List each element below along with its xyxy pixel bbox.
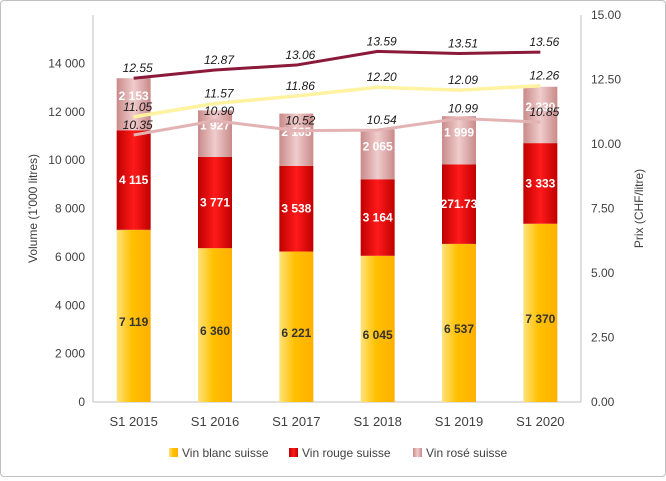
x-tick-label: S1 2016 [191,414,239,429]
bar-segment [279,113,314,166]
y-tick-label: 4 000 [55,298,85,312]
bar-segment [442,116,476,165]
price-data-label: 10.52 [285,114,315,128]
price-data-label: 12.55 [123,61,153,75]
bar-segment [442,164,476,244]
x-tick-label: S1 2015 [109,414,157,429]
bar-segment [360,129,395,180]
price-line [133,116,541,137]
price-data-label: 10.54 [367,113,397,127]
bar-segment [116,78,151,131]
legend-label: Vin rouge suisse [302,446,391,460]
bar-segment [198,156,232,249]
bar-data-label: 2 153 [119,89,149,103]
y2-axis-title: Prix (CHF/litre) [632,169,646,248]
legend-swatch [169,448,178,457]
price-data-label: 11.57 [204,86,234,100]
legend-label: Vin rosé suisse [426,446,507,460]
bar-segment [360,255,395,402]
bar-segment [523,86,558,144]
price-data-label: 13.06 [285,48,315,62]
bar-data-label: 7 119 [119,315,149,329]
y2-tick-label: 12.50 [591,73,621,87]
y-tick-label: 14 000 [48,56,85,70]
bar-data-label: 6 045 [363,328,393,342]
price-data-label: 10.99 [448,101,478,115]
y-tick-label: 12 000 [48,105,85,119]
bar-data-label: 7 370 [525,312,555,326]
bar-segment [523,143,558,224]
bar-segment [198,110,232,157]
y-tick-label: 0 [78,395,85,409]
legend-swatch [413,448,422,457]
price-data-label: 12.09 [448,73,478,87]
y2-tick-label: 10.00 [591,137,621,151]
bar-data-label: 3 164 [363,211,393,225]
bar-data-label: 3 538 [281,202,311,216]
bar-segment [360,179,395,256]
bar-data-label: 2 330 [525,100,555,114]
bar-data-label: 3 333 [525,176,555,190]
y2-tick-label: 7.50 [591,202,615,216]
y-tick-label: 10 000 [48,153,85,167]
bar-data-label: 6 537 [444,322,474,336]
y2-tick-label: 2.50 [591,331,615,345]
y-tick-label: 2 000 [55,347,85,361]
y2-tick-label: 5.00 [591,266,615,280]
price-data-label: 13.51 [448,36,478,50]
price-data-label: 12.26 [529,69,559,83]
bar-data-label: 4 115 [119,173,149,187]
y2-tick-label: 15.00 [591,8,621,22]
x-tick-label: S1 2020 [516,414,564,429]
price-data-label: 12.87 [204,53,235,67]
y-axis-title: Volume (1'000 litres) [26,154,40,263]
price-data-label: 13.56 [529,35,559,49]
x-tick-label: S1 2018 [353,414,401,429]
bar-segment [279,165,314,252]
y2-tick-label: 0.00 [591,395,615,409]
legend-label: Vin blanc suisse [182,446,269,460]
x-tick-label: S1 2019 [435,414,483,429]
bar-data-label: 3 771 [200,196,230,210]
bar-segment [116,229,151,402]
bar-segment [116,130,151,230]
y-tick-label: 8 000 [55,202,85,216]
bar-data-label: 2 065 [363,139,393,153]
x-tick-label: S1 2017 [272,414,320,429]
price-data-label: 13.59 [367,34,397,48]
bar-data-label: 1 999 [444,125,474,139]
price-data-label: 11.05 [123,100,152,114]
price-data-label: 12.20 [367,70,397,84]
bar-segment [279,251,314,402]
legend-swatch [289,448,298,457]
price-data-label: 11.86 [286,79,315,93]
bar-segment [523,223,558,402]
bar-data-label: 6 221 [281,326,311,340]
price-line [133,49,541,80]
bar-data-label: 271.73 [441,197,478,211]
price-data-label: 10.85 [529,105,559,119]
price-data-label: 10.90 [204,104,234,118]
y-tick-label: 6 000 [55,250,85,264]
price-data-label: 10.35 [123,118,153,132]
bar-segment [442,243,476,402]
price-line [133,83,541,119]
bar-segment [198,248,232,402]
bar-data-label: 6 360 [200,324,230,338]
